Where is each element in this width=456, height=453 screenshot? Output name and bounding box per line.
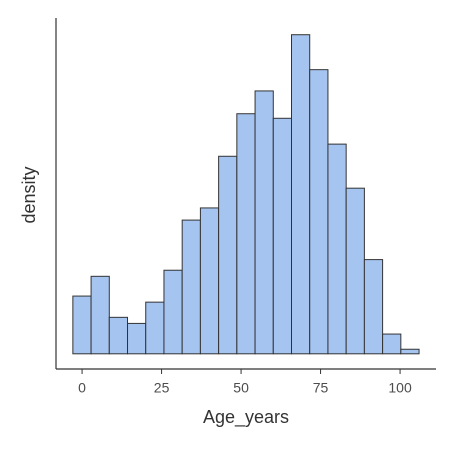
- x-axis-label: Age_years: [203, 407, 289, 428]
- bar: [327, 143, 347, 355]
- bar: [382, 333, 402, 355]
- x-tick-label: 25: [154, 380, 170, 396]
- bar: [218, 155, 238, 355]
- x-tick-label: 75: [313, 380, 329, 396]
- bar: [291, 34, 311, 355]
- bar: [145, 301, 165, 355]
- x-tick-label: 50: [233, 380, 249, 396]
- bar: [272, 117, 293, 355]
- bar: [199, 207, 220, 355]
- bar: [108, 316, 129, 355]
- x-tick-label: 0: [78, 380, 86, 396]
- bar: [400, 348, 420, 355]
- x-tick-label: 100: [388, 380, 412, 396]
- bar: [309, 69, 329, 355]
- bar: [163, 269, 183, 355]
- y-axis-label: density: [19, 166, 39, 223]
- bar: [127, 322, 147, 355]
- bar: [181, 219, 201, 355]
- bar: [90, 275, 110, 355]
- bar: [363, 259, 384, 355]
- bar: [254, 90, 274, 355]
- bar: [236, 113, 256, 355]
- bar: [72, 295, 92, 355]
- bar: [345, 187, 365, 355]
